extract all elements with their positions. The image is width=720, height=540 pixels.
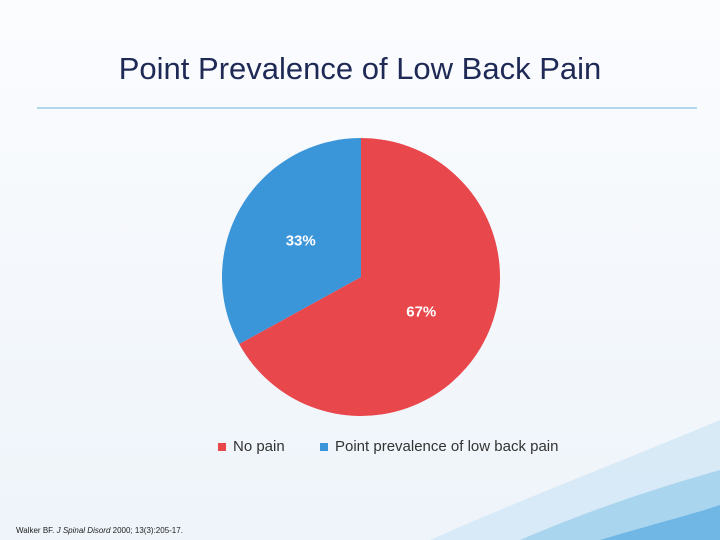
pie-slice bbox=[239, 138, 501, 416]
wave-decoration bbox=[600, 505, 720, 540]
citation: Walker BF. J Spinal Disord 2000; 13(3):2… bbox=[16, 526, 183, 535]
value-label: 33% bbox=[286, 232, 316, 249]
legend-label: No pain bbox=[233, 438, 285, 455]
legend-swatch bbox=[320, 443, 328, 451]
citation-details: 2000; 13(3):205-17. bbox=[113, 526, 183, 535]
legend-label: Point prevalence of low back pain bbox=[335, 438, 558, 455]
pie-slice bbox=[222, 138, 361, 344]
legend-swatch bbox=[218, 443, 226, 451]
value-label: 67% bbox=[406, 304, 436, 321]
chart-title: Point Prevalence of Low Back Pain bbox=[119, 51, 602, 86]
citation-author: Walker BF. bbox=[16, 526, 54, 535]
citation-journal: J Spinal Disord bbox=[56, 526, 111, 535]
